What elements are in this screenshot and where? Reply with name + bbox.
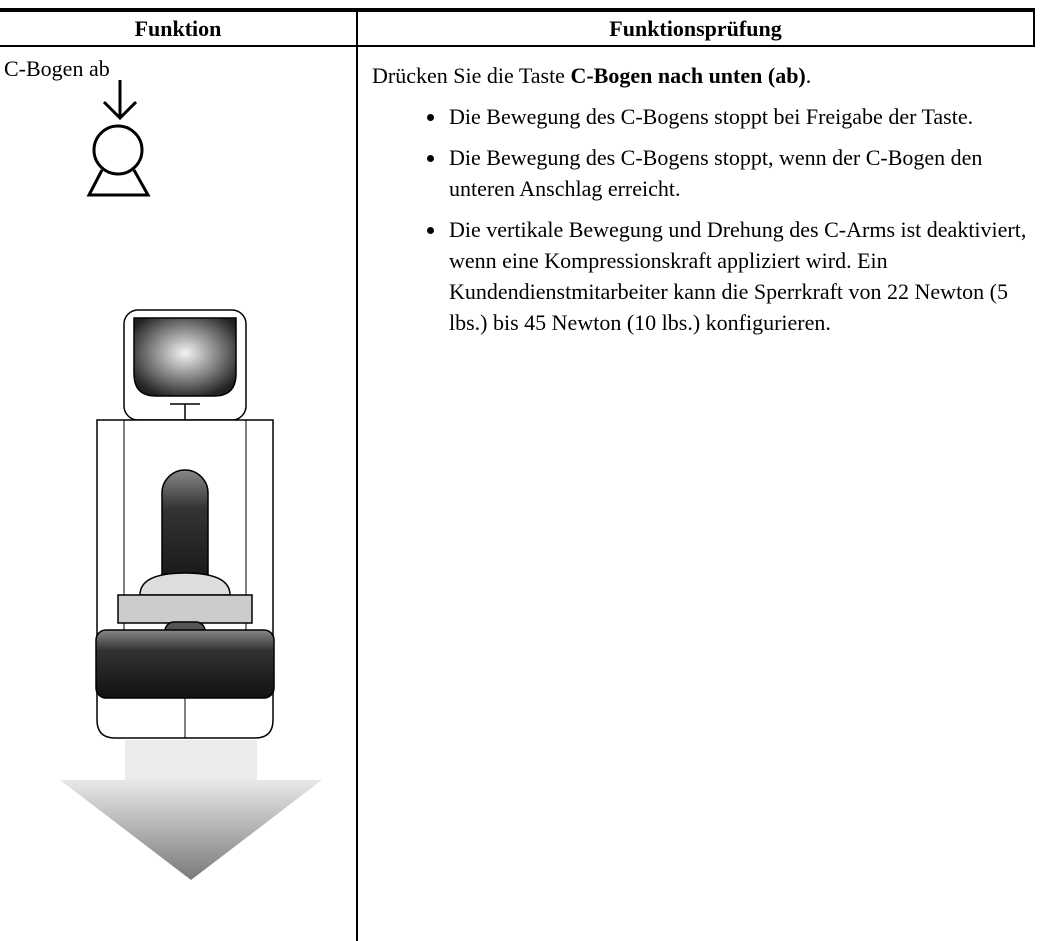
- function-test: Drücken Sie die Taste C-Bogen nach unten …: [372, 60, 1034, 348]
- column-header: Funktionsprüfung: [609, 16, 782, 41]
- header-rule: [0, 45, 1035, 47]
- instruction: Drücken Sie die Taste C-Bogen nach unten …: [372, 60, 1034, 91]
- bullet-item: Die Bewegung des C-Bogens stoppt, wenn d…: [447, 142, 1034, 204]
- instruction-end: .: [805, 63, 812, 88]
- instruction-text: Drücken Sie die Taste: [372, 63, 565, 88]
- button-name: C-Bogen nach unten (ab): [570, 63, 806, 88]
- illustration: [60, 80, 322, 880]
- bullet-item: Die Bewegung des C-Bogens stoppt bei Fre…: [447, 101, 1034, 132]
- motion-arrow: [60, 740, 322, 880]
- machine-drawing: [95, 309, 275, 739]
- bullet-list: Die Bewegung des C-Bogens stoppt bei Fre…: [372, 101, 1034, 338]
- column-header: Funktion: [134, 16, 222, 41]
- column-divider: [356, 8, 358, 941]
- function-name: C-Bogen ab: [4, 56, 110, 81]
- direction-icon: [86, 80, 151, 197]
- right-border: [1033, 8, 1035, 47]
- table-top-rule: [0, 8, 1035, 12]
- bullet-item: Die vertikale Bewegung und Drehung des C…: [447, 214, 1034, 338]
